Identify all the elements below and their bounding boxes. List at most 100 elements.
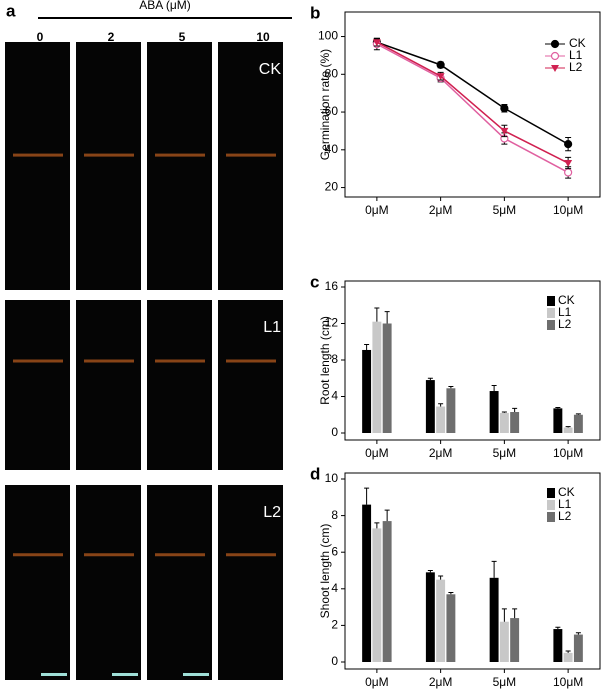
scale-bar <box>41 673 67 676</box>
panel-label: b <box>310 3 320 22</box>
marker <box>436 73 445 81</box>
x-tick-label: 2μM <box>429 203 453 217</box>
bar <box>563 427 573 433</box>
marker <box>372 39 381 47</box>
seedling-photo <box>147 42 212 290</box>
x-tick-label: 5μM <box>493 675 517 689</box>
bar <box>553 629 563 662</box>
seedling-photo <box>5 300 70 470</box>
bar <box>489 391 499 433</box>
x-tick-label: 10μM <box>553 446 583 460</box>
bar <box>573 634 583 662</box>
seed-band <box>155 153 205 157</box>
y-tick-label: 4 <box>331 581 338 595</box>
x-tick-label: 10μM <box>553 675 583 689</box>
error-bar <box>438 403 444 407</box>
seed-band <box>155 359 205 363</box>
column-label: 5 <box>179 30 186 44</box>
bar <box>436 579 446 662</box>
row-label: L2 <box>263 504 281 521</box>
legend-label: L2 <box>558 317 572 331</box>
seedling-photo <box>76 42 141 290</box>
y-tick-label: 16 <box>325 279 339 293</box>
column-label: 10 <box>256 30 270 44</box>
x-tick-label: 0μM <box>365 675 389 689</box>
error-bar <box>575 413 581 415</box>
seed-band <box>226 359 276 363</box>
panel-label: a <box>6 1 16 20</box>
x-tick-label: 2μM <box>429 675 453 689</box>
legend-swatch <box>547 512 555 522</box>
x-tick-label: 5μM <box>493 203 517 217</box>
seed-band <box>13 153 63 157</box>
x-tick-label: 0μM <box>365 203 389 217</box>
y-tick-label: 8 <box>331 508 338 522</box>
legend-label: CK <box>569 36 586 50</box>
error-bar <box>491 385 497 392</box>
scale-bar <box>112 673 138 676</box>
series-line <box>376 41 569 145</box>
row-label: L1 <box>263 319 281 336</box>
bar <box>425 380 435 433</box>
series-line <box>376 43 569 174</box>
bar <box>436 406 446 433</box>
error-bar <box>364 487 370 505</box>
error-bar <box>448 591 454 595</box>
seed-band <box>84 553 134 557</box>
seedling-photo <box>147 300 212 470</box>
y-tick-label: 100 <box>318 29 338 43</box>
seedling-photo <box>5 42 70 290</box>
y-tick-label: 4 <box>331 389 338 403</box>
seed-band <box>155 553 205 557</box>
marker <box>500 104 509 113</box>
y-tick-label: 6 <box>331 544 338 558</box>
marker <box>500 127 509 135</box>
marker <box>564 140 573 149</box>
plot-frame <box>344 472 601 670</box>
bar <box>499 621 509 662</box>
bar <box>362 349 372 433</box>
legend-label: L2 <box>569 60 583 74</box>
bar <box>372 528 382 662</box>
x-tick-label: 10μM <box>553 203 583 217</box>
series-line <box>376 41 569 164</box>
legend-swatch <box>547 320 555 330</box>
legend-label: L2 <box>558 509 572 523</box>
error-bar <box>565 426 571 428</box>
error-bar <box>374 307 380 322</box>
marker <box>551 65 559 72</box>
marker <box>564 168 573 177</box>
error-bar <box>512 407 518 413</box>
bar <box>425 572 435 662</box>
error-bar <box>555 406 561 409</box>
bar <box>372 321 382 433</box>
y-tick-label: 0 <box>331 654 338 668</box>
bar <box>382 521 392 662</box>
error-bar <box>575 632 581 635</box>
y-axis-label: Germination rate (%) <box>318 49 332 160</box>
bar <box>573 414 583 433</box>
legend-label: CK <box>558 485 575 499</box>
bar <box>563 652 573 662</box>
seedling-photo <box>218 485 283 680</box>
x-tick-label: 5μM <box>493 446 517 460</box>
seed-band <box>13 359 63 363</box>
error-bar <box>555 626 561 630</box>
column-label: 0 <box>37 30 44 44</box>
bar <box>510 412 520 433</box>
treatment-label: ABA (μM) <box>139 0 191 12</box>
x-tick-label: 2μM <box>429 446 453 460</box>
panel-label: c <box>310 272 319 291</box>
y-axis-label: Root length (cm) <box>318 316 332 405</box>
legend-swatch <box>547 296 555 306</box>
bar <box>489 577 499 662</box>
seed-band <box>84 359 134 363</box>
plot-frame <box>344 11 601 198</box>
seed-band <box>226 553 276 557</box>
seedling-photo <box>76 485 141 680</box>
y-tick-label: 8 <box>331 352 338 366</box>
panel-a: a ABA (μM) <box>6 0 292 20</box>
bar <box>510 618 520 662</box>
legend-label: CK <box>558 293 575 307</box>
